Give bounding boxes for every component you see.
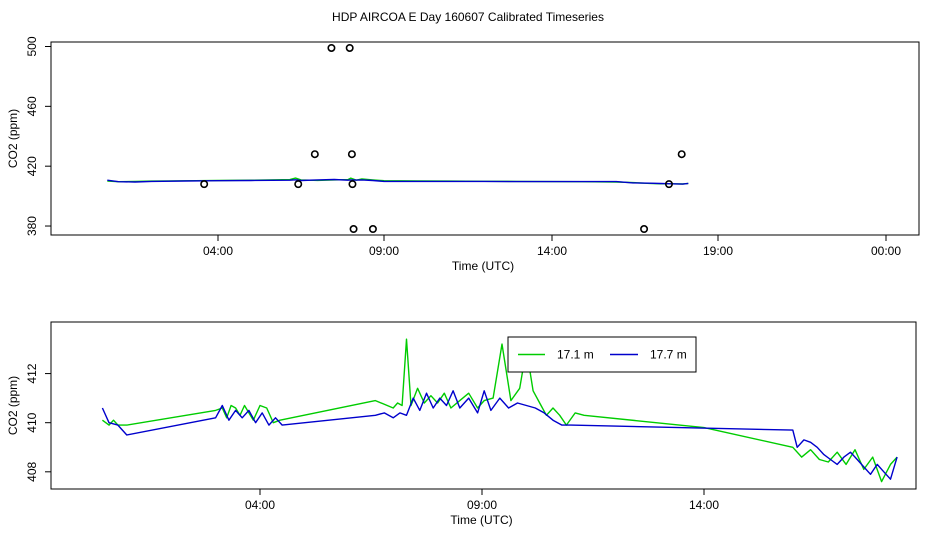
data-point (677, 150, 686, 159)
y-tick-label: 408 (25, 461, 39, 481)
series-line-blue (107, 178, 689, 185)
bottom-panel: 04:00 09:00 14:00 Time (UTC) 408 410 412 CO2 (p… (6, 321, 917, 527)
y-tick-label: 460 (25, 96, 39, 116)
series-line-blue (101, 390, 898, 480)
data-point (368, 225, 377, 234)
data-point (294, 180, 303, 189)
y-axis-label: CO2 (ppm) (6, 109, 20, 168)
page-title: HDP AIRCOA E Day 160607 Calibrated Times… (332, 10, 604, 24)
legend-label: 17.1 m (557, 348, 594, 362)
y-tick-label: 500 (25, 36, 39, 56)
x-tick-label: 04:00 (245, 498, 275, 512)
x-axis-label: Time (UTC) (450, 513, 512, 527)
y-tick-label: 380 (25, 216, 39, 236)
series-line-green (101, 338, 898, 483)
plot-frame (50, 321, 917, 490)
x-tick-label: 00:00 (871, 244, 901, 258)
x-tick-label: 04:00 (203, 244, 233, 258)
data-point (310, 150, 319, 159)
y-tick-label: 420 (25, 156, 39, 176)
plot-frame (50, 41, 920, 236)
data-point (640, 225, 649, 234)
data-point (348, 180, 357, 189)
top-panel: 04:00 09:00 14:00 19:00 00:00 Time (UTC) 380 42… (6, 36, 920, 273)
y-tick-label: 410 (25, 412, 39, 432)
data-point (327, 43, 336, 52)
data-point (349, 225, 358, 234)
data-point (664, 180, 673, 189)
data-point (345, 43, 354, 52)
y-axis-label: CO2 (ppm) (6, 376, 20, 435)
data-point (200, 180, 209, 189)
x-axis-label: Time (UTC) (452, 259, 514, 273)
x-tick-label: 14:00 (537, 244, 567, 258)
x-tick-label: 09:00 (369, 244, 399, 258)
y-tick-label: 412 (25, 363, 39, 383)
x-tick-label: 09:00 (467, 498, 497, 512)
x-tick-label: 14:00 (689, 498, 719, 512)
x-tick-label: 19:00 (703, 244, 733, 258)
legend-label: 17.7 m (650, 348, 687, 362)
data-point (347, 150, 356, 159)
